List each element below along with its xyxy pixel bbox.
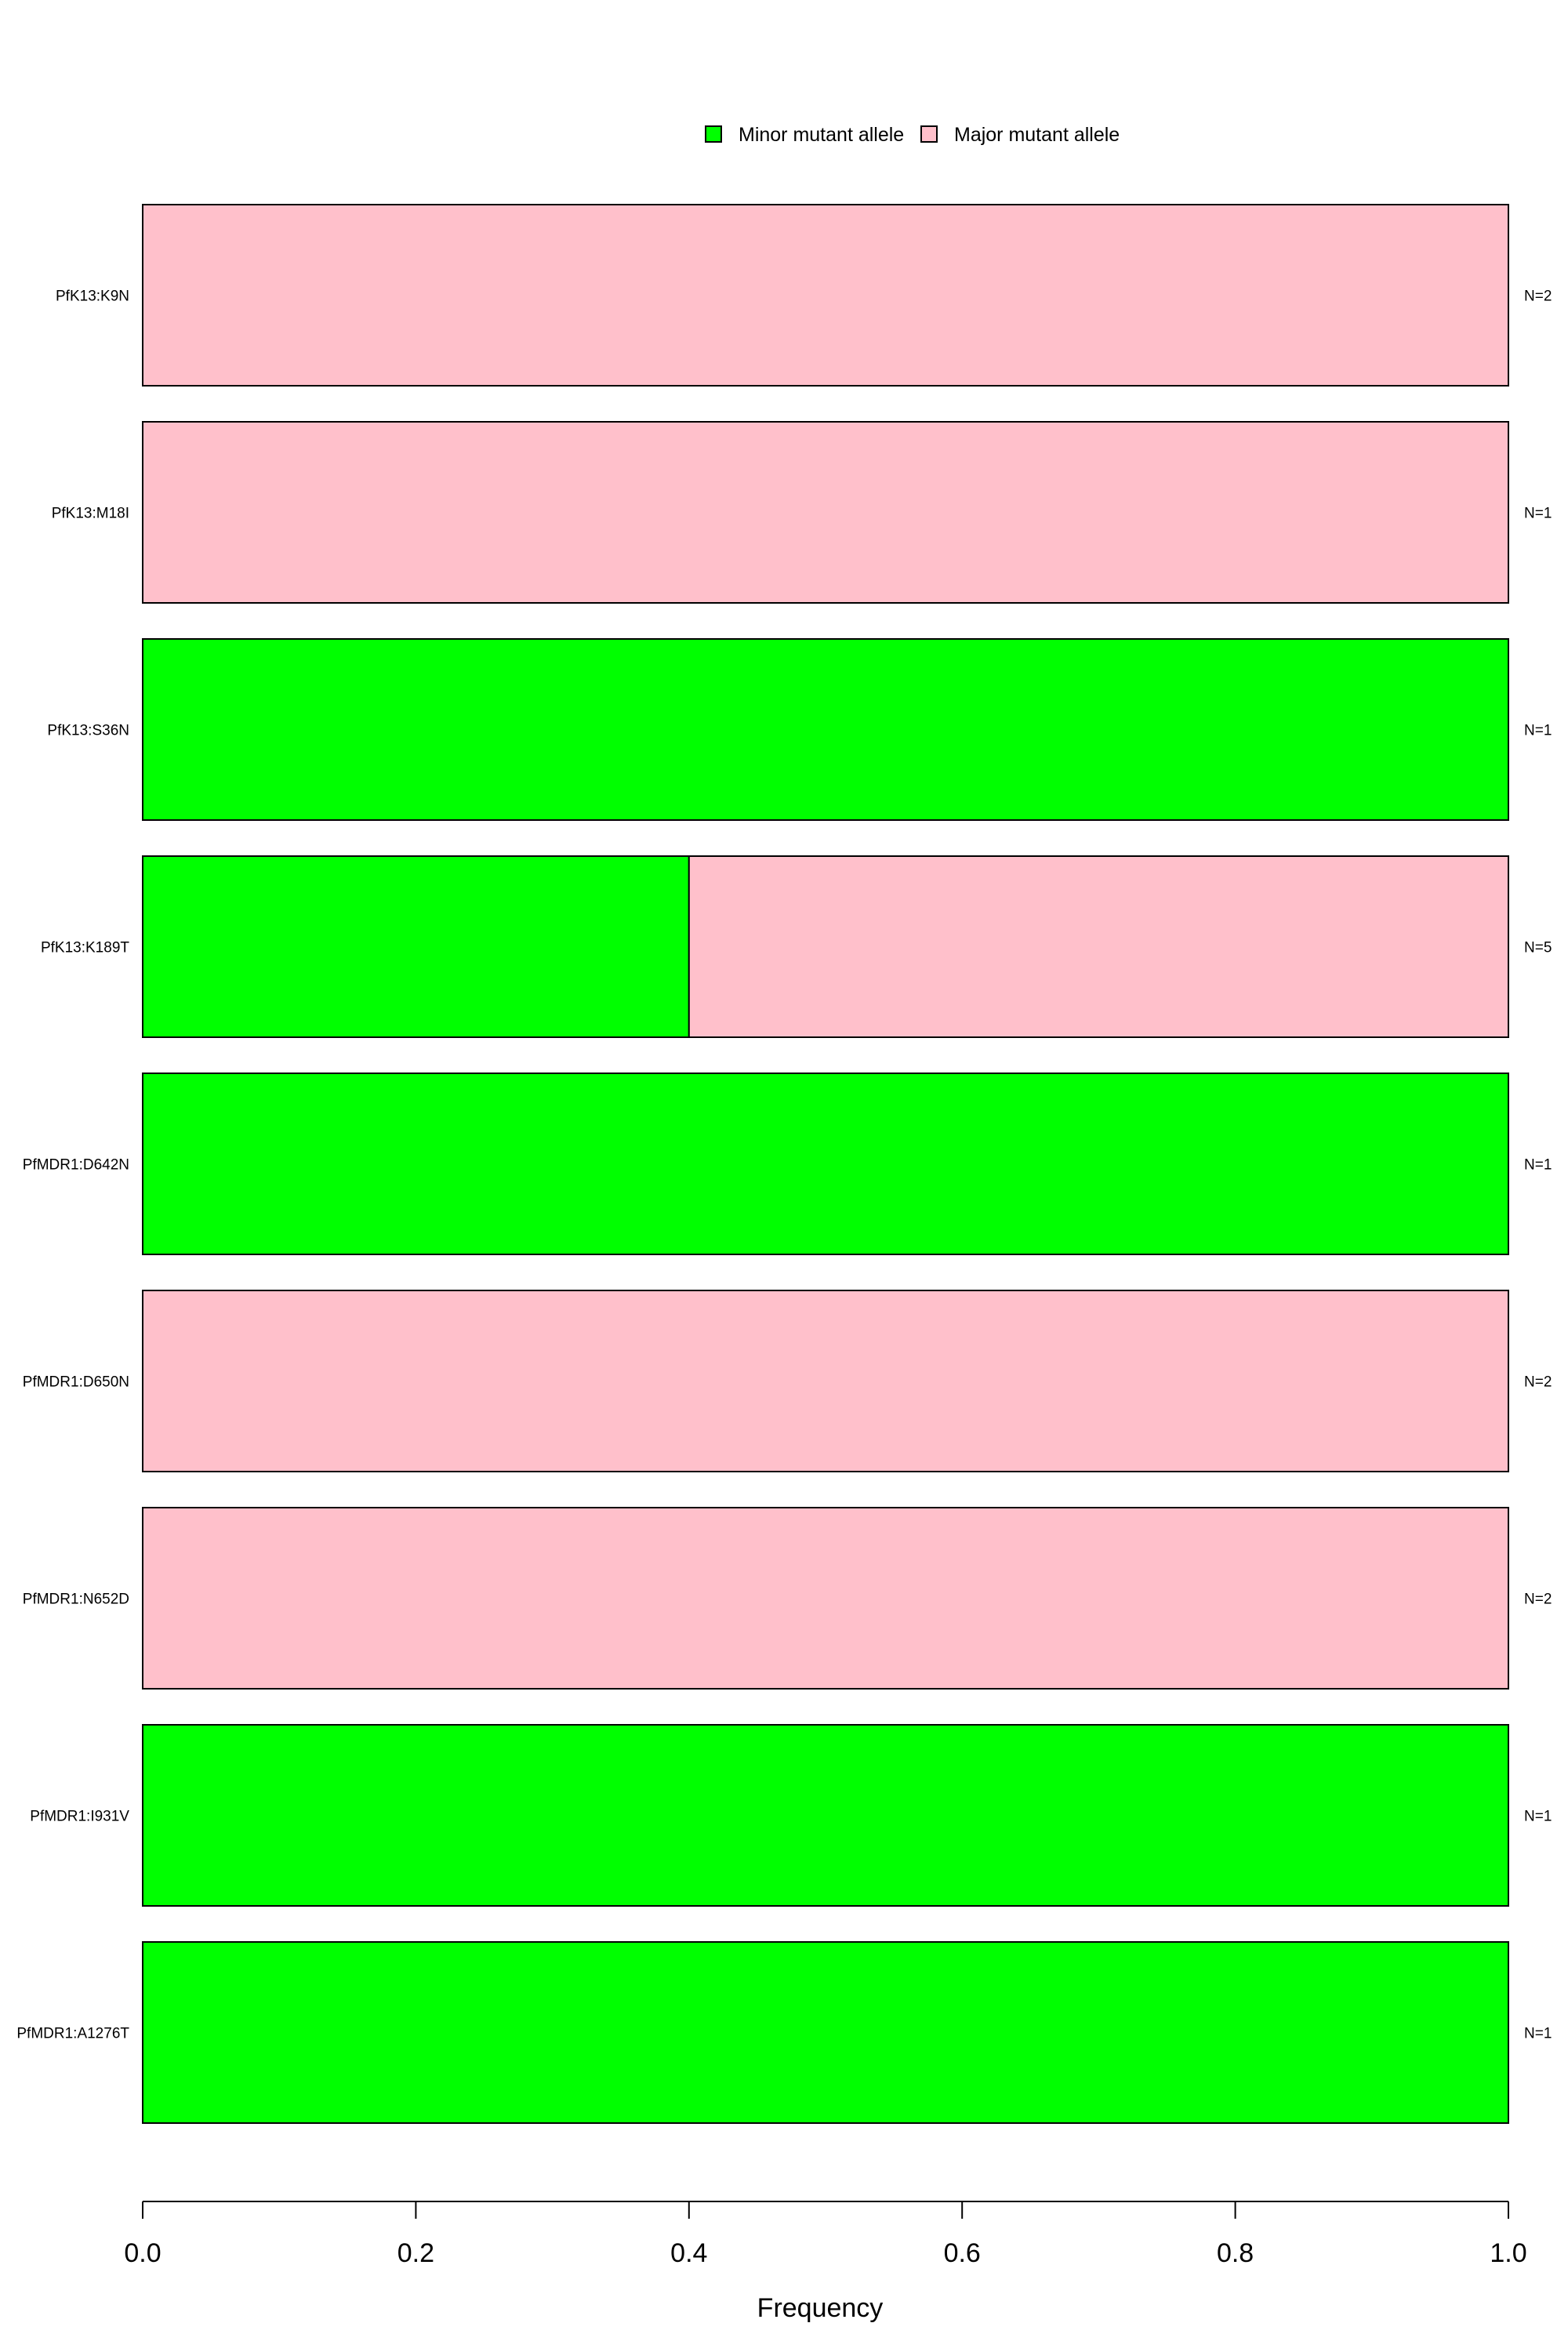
x-axis: 0.0 0.2 0.4 0.6 0.8 1.0 — [124, 2201, 1527, 2268]
bar-segment-major — [142, 421, 1509, 604]
count-label: N=1 — [1524, 506, 1552, 522]
x-tick-label: 0.6 — [944, 2238, 981, 2268]
x-tick-label: 0.2 — [397, 2238, 434, 2268]
category-label: PfMDR1:D650N — [23, 1374, 129, 1391]
x-tick-label: 1.0 — [1490, 2238, 1526, 2268]
category-label: PfMDR1:I931V — [30, 1809, 129, 1825]
category-label: PfK13:K189T — [41, 940, 129, 956]
category-label: PfK13:S36N — [47, 723, 129, 739]
category-label: PfMDR1:D642N — [23, 1157, 129, 1174]
count-label: N=1 — [1524, 723, 1552, 739]
bar-segment-minor — [142, 1941, 1509, 2124]
legend-swatch — [920, 125, 938, 143]
x-tick-label: 0.8 — [1217, 2238, 1254, 2268]
x-axis-title: Frequency — [757, 2293, 884, 2323]
count-labels: N=2 N=1 N=1 N=5 N=1 N=2 N=2 N=1 N=1 — [1524, 289, 1552, 2042]
category-labels: PfK13:K9N PfK13:M18I PfK13:S36N PfK13:K189T… — [16, 289, 129, 2042]
bar-segment-major — [688, 855, 1509, 1038]
chart-legend: Minor mutant allele Major mutant allele — [705, 124, 1120, 146]
bar-segment-minor — [142, 855, 690, 1038]
count-label: N=1 — [1524, 1809, 1552, 1825]
category-label: PfK13:K9N — [56, 289, 129, 305]
x-tick-label: 0.0 — [124, 2238, 161, 2268]
bar-segment-minor — [142, 1724, 1509, 1907]
count-label: N=2 — [1524, 1374, 1552, 1391]
category-label: PfK13:M18I — [52, 506, 129, 522]
category-label: PfMDR1:N652D — [23, 1592, 129, 1608]
legend-label: Minor mutant allele — [739, 124, 904, 146]
bar-segment-major — [142, 204, 1509, 387]
count-label: N=5 — [1524, 940, 1552, 956]
bar-segment-minor — [142, 638, 1509, 821]
count-label: N=1 — [1524, 1157, 1552, 1174]
count-label: N=2 — [1524, 289, 1552, 305]
bar-segment-minor — [142, 1073, 1509, 1255]
bar-area — [142, 204, 1509, 2124]
bar-segment-major — [142, 1290, 1509, 1472]
x-tick-label: 0.4 — [670, 2238, 707, 2268]
count-label: N=1 — [1524, 2026, 1552, 2042]
bar-segment-major — [142, 1507, 1509, 1690]
category-label: PfMDR1:A1276T — [16, 2026, 129, 2042]
count-label: N=2 — [1524, 1592, 1552, 1608]
legend-label: Major mutant allele — [954, 124, 1120, 146]
legend-swatch — [705, 125, 722, 143]
